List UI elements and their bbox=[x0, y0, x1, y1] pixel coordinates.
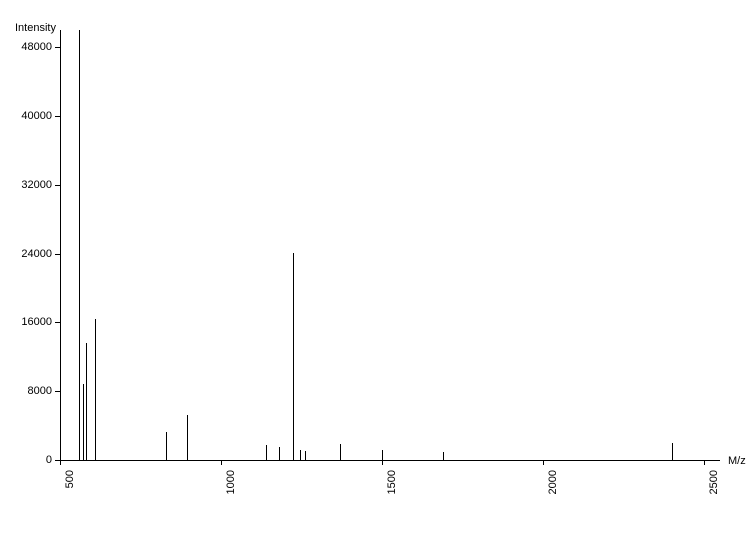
y-tick-label: 40000 bbox=[12, 110, 52, 122]
y-tick bbox=[55, 116, 60, 117]
y-tick-label: 32000 bbox=[12, 179, 52, 191]
y-tick-label: 24000 bbox=[12, 248, 52, 260]
x-tick bbox=[543, 460, 544, 465]
spectrum-peak bbox=[166, 432, 167, 460]
y-tick bbox=[55, 254, 60, 255]
y-tick bbox=[55, 322, 60, 323]
spectrum-peak bbox=[382, 450, 383, 460]
spectrum-peak bbox=[293, 253, 294, 460]
spectrum-peak bbox=[187, 415, 188, 460]
x-tick bbox=[382, 460, 383, 465]
spectrum-peak bbox=[672, 443, 673, 460]
spectrum-peak bbox=[300, 450, 301, 460]
y-tick-label: 0 bbox=[12, 454, 52, 466]
x-tick bbox=[221, 460, 222, 465]
y-axis-label: Intensity bbox=[15, 22, 56, 34]
y-tick-label: 16000 bbox=[12, 316, 52, 328]
y-tick-label: 8000 bbox=[12, 385, 52, 397]
spectrum-peak bbox=[79, 30, 80, 460]
x-tick bbox=[704, 460, 705, 465]
y-tick bbox=[55, 185, 60, 186]
y-tick bbox=[55, 391, 60, 392]
spectrum-peak bbox=[266, 445, 267, 460]
spectrum-peak bbox=[340, 444, 341, 460]
spectrum-peak bbox=[95, 319, 96, 460]
x-tick-label: 1000 bbox=[225, 470, 237, 510]
spectrum-peak bbox=[305, 451, 306, 460]
x-tick-label: 2000 bbox=[547, 470, 559, 510]
spectrum-peak bbox=[443, 452, 444, 460]
x-axis-label: M/z bbox=[728, 455, 746, 467]
x-axis-line bbox=[60, 460, 720, 461]
x-tick-label: 2500 bbox=[708, 470, 720, 510]
spectrum-peak bbox=[86, 343, 87, 460]
spectrum-peak bbox=[279, 447, 280, 460]
x-tick bbox=[60, 460, 61, 465]
spectrum-peak bbox=[83, 384, 84, 460]
x-tick-label: 1500 bbox=[386, 470, 398, 510]
y-axis-line bbox=[60, 30, 61, 460]
y-tick-label: 48000 bbox=[12, 41, 52, 53]
mass-spectrum-chart: Intensity M/z 0 8000 16000 24000 32000 40000 4… bbox=[0, 0, 750, 540]
x-tick-label: 500 bbox=[64, 470, 76, 510]
y-tick bbox=[55, 47, 60, 48]
